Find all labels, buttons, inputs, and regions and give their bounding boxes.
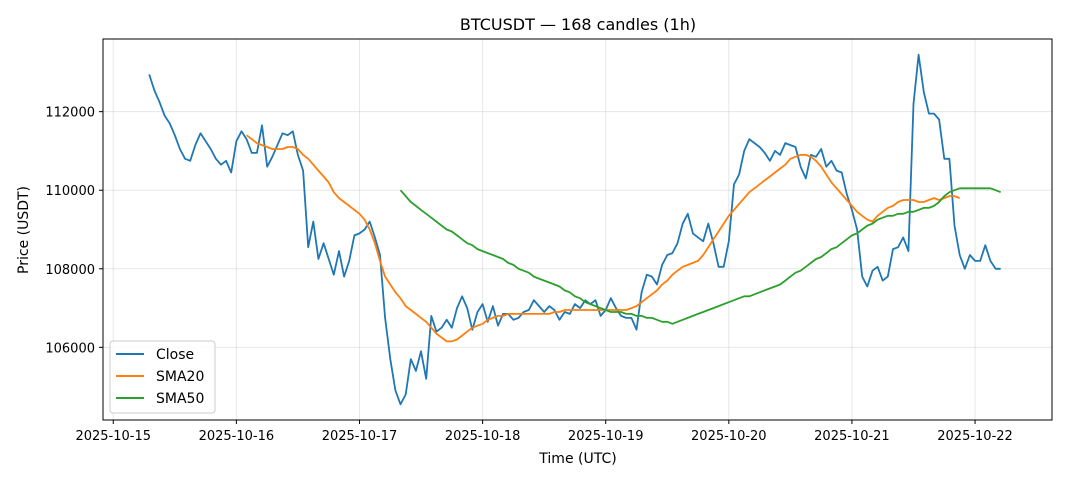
- x-tick-label: 2025-10-18: [445, 429, 521, 444]
- y-tick-label: 106000: [45, 341, 95, 356]
- y-tick-label: 108000: [45, 263, 95, 278]
- chart-title: BTCUSDT — 168 candles (1h): [460, 15, 696, 34]
- plot-frame: [102, 38, 1053, 421]
- x-tick-label: 2025-10-22: [937, 429, 1013, 444]
- x-tick-label: 2025-10-17: [322, 429, 398, 444]
- x-tick-label: 2025-10-16: [199, 429, 275, 444]
- legend-box: [109, 340, 216, 414]
- x-tick-label: 2025-10-19: [568, 429, 644, 444]
- legend-label-close: Close: [156, 347, 194, 363]
- grid: [103, 39, 1052, 420]
- legend-label-sma50: SMA50: [156, 391, 204, 407]
- x-axis-ticks: 2025-10-15 2025-10-16 2025-10-17 2025-10-18…: [75, 420, 1013, 444]
- y-axis-label: Price (USDT): [16, 186, 32, 274]
- x-tick-label: 2025-10-21: [814, 429, 890, 444]
- x-tick-label: 2025-10-15: [75, 429, 151, 444]
- y-tick-label: 112000: [45, 106, 95, 121]
- legend-label-sma20: SMA20: [156, 369, 204, 385]
- x-tick-label: 2025-10-20: [691, 429, 767, 444]
- series-line-close: [148, 53, 1001, 406]
- y-tick-label: 110000: [45, 184, 95, 199]
- legend: Close SMA20 SMA50: [109, 340, 216, 414]
- series-line-sma50: [399, 187, 1002, 325]
- series-lines: [148, 53, 1002, 406]
- y-axis-ticks: 106000 108000 110000 112000: [45, 106, 103, 356]
- x-axis-label: Time (UTC): [538, 451, 616, 467]
